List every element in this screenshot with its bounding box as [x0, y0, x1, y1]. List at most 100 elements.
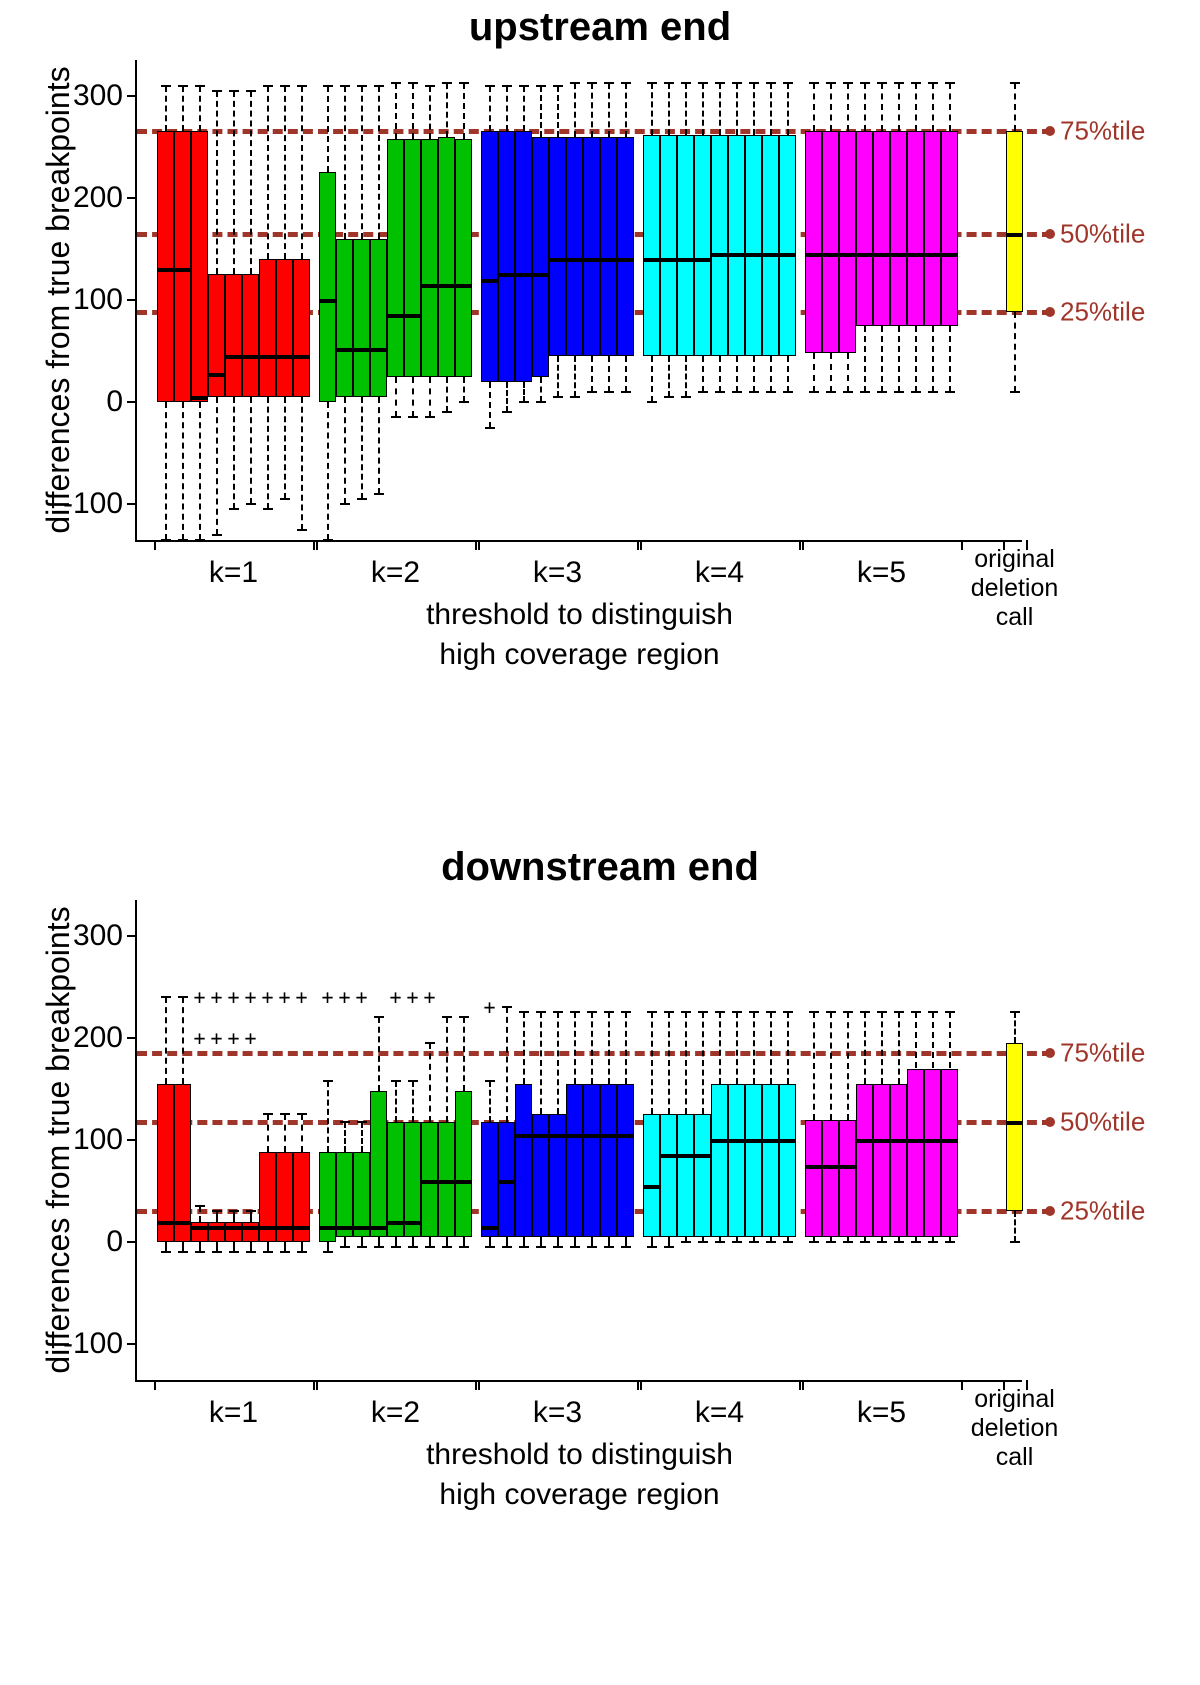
y-tick-label: 300 [73, 919, 123, 953]
whisker-high [250, 91, 252, 275]
whisker-cap [212, 1210, 222, 1212]
whisker-cap [604, 1246, 614, 1248]
whisker-high [932, 1012, 934, 1068]
y-tick-label: 0 [106, 1225, 123, 1259]
whisker-cap [843, 82, 853, 84]
whisker-cap [425, 416, 435, 418]
y-axis-label: differences from true breakpoints [40, 60, 77, 540]
whisker-cap [280, 498, 290, 500]
whisker-cap [502, 85, 512, 87]
y-tick [127, 935, 137, 937]
whisker-high [344, 86, 346, 239]
whisker-cap [297, 1251, 307, 1253]
median-line [192, 396, 207, 400]
whisker-high [651, 83, 653, 134]
whisker-cap [502, 1006, 512, 1008]
median-line [678, 1154, 693, 1158]
whisker-cap [246, 1251, 256, 1253]
whisker-high [702, 83, 704, 134]
whisker-high [378, 86, 380, 239]
median-line [499, 273, 514, 277]
whisker-cap [263, 1113, 273, 1115]
whisker-high [429, 1043, 431, 1122]
median-line [1007, 1121, 1022, 1125]
x-axis-label-2: high coverage region [439, 638, 719, 672]
whisker-cap [604, 82, 614, 84]
median-line [456, 1180, 471, 1184]
outlier-point: + [210, 985, 222, 1009]
boxplot-box [438, 137, 455, 377]
whisker-cap [766, 1011, 776, 1013]
whisker-high [915, 1012, 917, 1068]
whisker-high [898, 1012, 900, 1083]
whisker-cap [408, 1246, 418, 1248]
whisker-cap [280, 1251, 290, 1253]
median-line [243, 1226, 258, 1230]
whisker-cap [877, 1241, 887, 1243]
x-tick [313, 1380, 315, 1390]
median-line [567, 258, 582, 262]
panel-0: upstream end-100010020030075%tile50%tile… [0, 5, 1200, 825]
whisker-high [830, 83, 832, 131]
boxplot-box [745, 135, 762, 357]
whisker-high [506, 86, 508, 132]
whisker-cap [570, 1246, 580, 1248]
whisker-high [267, 86, 269, 260]
whisker-cap [485, 427, 495, 429]
whisker-cap [604, 1011, 614, 1013]
whisker-cap [826, 1011, 836, 1013]
boxplot-box [174, 1084, 191, 1242]
boxplot-box [745, 1084, 762, 1237]
whisker-cap [195, 539, 205, 541]
boxplot-box [907, 1069, 924, 1238]
x-group-label: k=4 [695, 556, 744, 590]
whisker-high [574, 1012, 576, 1083]
whisker-cap [357, 85, 367, 87]
x-tick [478, 540, 480, 550]
median-line [823, 1165, 838, 1169]
whisker-cap [587, 391, 597, 393]
median-line [516, 1134, 531, 1138]
median-line [942, 253, 957, 257]
x-group-label: k=5 [857, 1396, 906, 1430]
whisker-high [1014, 83, 1016, 131]
whisker-low [1014, 1211, 1016, 1242]
whisker-cap [604, 391, 614, 393]
outlier-point: + [227, 1026, 239, 1050]
reference-label: 75%tile [1060, 116, 1145, 147]
boxplot-box [515, 1084, 532, 1237]
whisker-cap [647, 1011, 657, 1013]
y-tick [127, 95, 137, 97]
whisker-high [165, 86, 167, 132]
whisker-cap [894, 1241, 904, 1243]
whisker-cap [681, 396, 691, 398]
whisker-cap [1010, 1241, 1020, 1243]
whisker-high [489, 1081, 491, 1122]
whisker-high [668, 1012, 670, 1114]
whisker-high [233, 1211, 235, 1221]
whisker-cap [945, 1241, 955, 1243]
x-tick [802, 1380, 804, 1390]
median-line [533, 1134, 548, 1138]
whisker-low [284, 397, 286, 499]
whisker-low [557, 356, 559, 397]
whisker-cap [715, 1241, 725, 1243]
whisker-cap [945, 82, 955, 84]
reference-dot [1045, 126, 1055, 136]
x-axis-label-1: threshold to distinguish [426, 598, 733, 632]
whisker-high [651, 1012, 653, 1114]
median-line [780, 253, 795, 257]
boxplot-box [455, 1091, 472, 1237]
whisker-high [506, 1007, 508, 1121]
boxplot-box [387, 1122, 404, 1237]
whisker-low [344, 397, 346, 504]
boxplot-box [762, 1084, 779, 1237]
whisker-cap [843, 1011, 853, 1013]
whisker-cap [459, 1016, 469, 1018]
median-line [618, 1134, 633, 1138]
whisker-high [847, 83, 849, 131]
whisker-high [787, 1012, 789, 1083]
x-tick [802, 540, 804, 550]
y-tick [127, 1241, 137, 1243]
whisker-cap [502, 411, 512, 413]
